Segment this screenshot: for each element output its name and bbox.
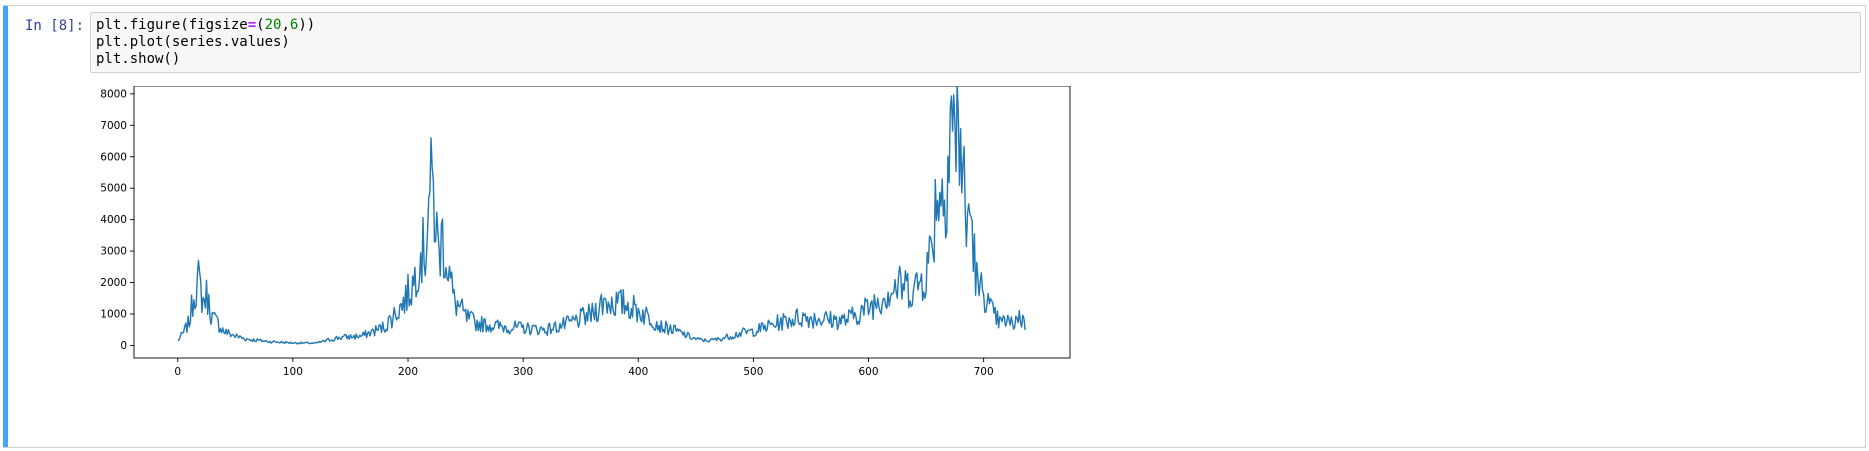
y-tick-label: 3000 (100, 246, 127, 258)
y-tick-label: 6000 (100, 151, 127, 163)
x-tick-label: 200 (398, 366, 418, 378)
series-line (177, 83, 1026, 345)
line-chart: 0 1000 2000 3000 4000 5000 6000 7000 8000 0 100 200… (100, 83, 1071, 378)
y-tick-label: 7000 (100, 120, 127, 132)
code-input[interactable]: plt.figure(figsize=(20,6)) plt.plot(seri… (90, 12, 1861, 73)
x-tick-label: 100 (283, 366, 303, 378)
code-token: plt.show() (96, 51, 181, 67)
code-cell[interactable]: In [8]: plt.figure(figsize=(20,6)) plt.p… (3, 5, 1866, 448)
cell-output: 0 1000 2000 3000 4000 5000 6000 7000 8000 0 100 200… (90, 83, 1290, 431)
code-line: plt.figure(figsize=(20,6)) (96, 17, 315, 33)
x-tick-label: 400 (628, 366, 648, 378)
y-tick-label: 2000 (100, 277, 127, 289)
x-tick-label: 500 (743, 366, 763, 378)
code-token: plt.figure(figsize (96, 17, 248, 33)
x-tick-label: 300 (513, 366, 533, 378)
code-line: plt.show() (96, 51, 180, 67)
code-token: ( (256, 17, 265, 33)
code-token: plt.plot(series.values) (96, 34, 290, 50)
code-line: plt.plot(series.values) (96, 34, 290, 50)
plot-frame (133, 85, 1071, 359)
code-token: 6 (289, 17, 299, 33)
y-tick-label: 1000 (100, 308, 127, 320)
code-token: , (281, 17, 290, 33)
y-tick-label: 4000 (100, 214, 127, 226)
input-prompt: In [8]: (25, 18, 85, 34)
x-tick-label: 0 (174, 366, 181, 378)
x-tick-label: 600 (859, 366, 879, 378)
code-token: )) (298, 17, 316, 33)
y-tick-label: 8000 (100, 88, 127, 100)
x-tick-label: 700 (974, 366, 994, 378)
selected-cell-indicator (3, 6, 8, 447)
code-token: 20 (264, 17, 282, 33)
code-token: = (247, 17, 257, 33)
code-text[interactable]: plt.figure(figsize=(20,6)) plt.plot(seri… (91, 13, 1860, 68)
y-tick-label: 5000 (100, 183, 127, 195)
y-tick-label: 0 (120, 340, 127, 352)
